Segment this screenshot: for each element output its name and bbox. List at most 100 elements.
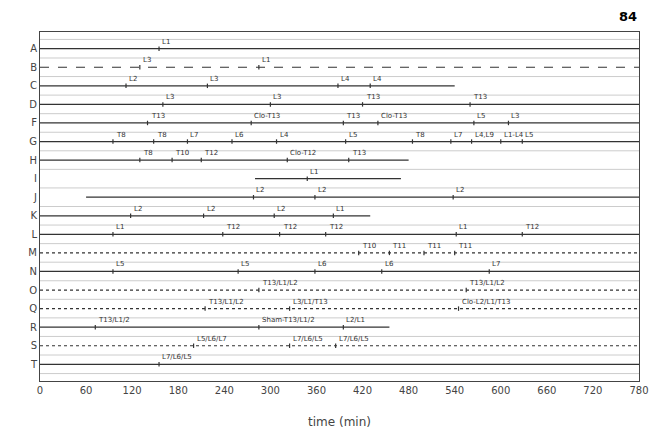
svg-text:L2: L2 <box>318 186 326 194</box>
svg-text:J: J <box>33 192 37 203</box>
svg-text:T12: T12 <box>204 149 218 157</box>
svg-text:L7: L7 <box>454 131 462 139</box>
svg-text:660: 660 <box>537 385 556 396</box>
svg-text:T13/L1/L2: T13/L1/L2 <box>208 298 244 306</box>
svg-text:T12: T12 <box>329 223 343 231</box>
svg-text:0: 0 <box>37 385 43 396</box>
svg-text:L1: L1 <box>116 223 124 231</box>
svg-text:L3: L3 <box>143 56 151 64</box>
svg-text:540: 540 <box>445 385 464 396</box>
svg-text:L: L <box>31 229 37 240</box>
svg-text:780: 780 <box>629 385 648 396</box>
svg-text:L3: L3 <box>511 112 519 120</box>
svg-text:T8: T8 <box>143 149 153 157</box>
svg-text:L2: L2 <box>207 205 215 213</box>
svg-text:L7/L6/L5: L7/L6/L5 <box>293 335 323 343</box>
svg-text:R: R <box>30 322 37 333</box>
svg-text:T12: T12 <box>226 223 240 231</box>
svg-text:I: I <box>34 173 37 184</box>
svg-text:L4: L4 <box>341 75 350 83</box>
svg-text:Q: Q <box>29 303 37 314</box>
svg-text:300: 300 <box>261 385 280 396</box>
svg-text:T: T <box>30 359 38 370</box>
svg-text:L1: L1 <box>162 38 170 46</box>
svg-text:L4,L9: L4,L9 <box>475 131 494 139</box>
svg-text:Sham-T13/L1/2: Sham-T13/L1/2 <box>262 316 315 324</box>
svg-text:T10: T10 <box>175 149 189 157</box>
svg-text:T8: T8 <box>116 131 126 139</box>
svg-text:240: 240 <box>215 385 234 396</box>
svg-text:L5: L5 <box>349 131 357 139</box>
svg-text:L5: L5 <box>525 131 533 139</box>
svg-text:F: F <box>31 117 37 128</box>
svg-text:480: 480 <box>399 385 418 396</box>
svg-text:C: C <box>30 80 37 91</box>
svg-text:L1: L1 <box>310 168 318 176</box>
svg-text:A: A <box>30 43 37 54</box>
svg-text:Clo-T13: Clo-T13 <box>254 112 280 120</box>
svg-text:360: 360 <box>307 385 326 396</box>
svg-text:L3: L3 <box>273 93 281 101</box>
svg-text:B: B <box>30 62 37 73</box>
svg-text:T8: T8 <box>157 131 167 139</box>
svg-text:M: M <box>28 247 37 258</box>
svg-text:T11: T11 <box>458 242 472 250</box>
svg-text:K: K <box>30 210 37 221</box>
svg-text:O: O <box>29 285 37 296</box>
svg-text:T13: T13 <box>346 112 360 120</box>
svg-text:L1: L1 <box>336 205 344 213</box>
svg-text:N: N <box>30 266 37 277</box>
svg-text:L7/L6/L5: L7/L6/L5 <box>162 353 192 361</box>
svg-text:720: 720 <box>583 385 602 396</box>
svg-text:L1-L4: L1-L4 <box>504 131 524 139</box>
svg-text:T10: T10 <box>362 242 376 250</box>
svg-text:L7: L7 <box>190 131 198 139</box>
svg-text:84: 84 <box>619 9 637 24</box>
svg-text:L2: L2 <box>277 205 285 213</box>
svg-text:L3/L1/T13: L3/L1/T13 <box>293 298 328 306</box>
svg-text:L6: L6 <box>385 260 394 268</box>
svg-text:T13/L1/2: T13/L1/2 <box>98 316 130 324</box>
svg-text:S: S <box>31 340 37 351</box>
svg-text:L6: L6 <box>235 131 244 139</box>
svg-text:L1: L1 <box>262 56 270 64</box>
svg-text:L2/L1: L2/L1 <box>346 316 365 324</box>
svg-text:T13: T13 <box>473 93 487 101</box>
svg-text:T13: T13 <box>352 149 366 157</box>
svg-text:L5/L6/L7: L5/L6/L7 <box>197 335 227 343</box>
svg-text:Clo-T13: Clo-T13 <box>381 112 407 120</box>
svg-text:Clo-L2/L1/T13: Clo-L2/L1/T13 <box>462 298 510 306</box>
svg-text:180: 180 <box>169 385 188 396</box>
svg-text:D: D <box>29 99 37 110</box>
svg-text:L2: L2 <box>456 186 464 194</box>
svg-text:Clo-T12: Clo-T12 <box>290 149 316 157</box>
svg-text:L7: L7 <box>492 260 500 268</box>
svg-text:L2: L2 <box>129 75 137 83</box>
svg-text:T13: T13 <box>151 112 165 120</box>
svg-text:T12: T12 <box>283 223 297 231</box>
svg-text:T8: T8 <box>415 131 425 139</box>
svg-text:T13/L1/L2: T13/L1/L2 <box>262 279 298 287</box>
svg-text:H: H <box>29 155 37 166</box>
svg-text:L3: L3 <box>210 75 218 83</box>
svg-text:600: 600 <box>491 385 510 396</box>
svg-text:L7/L6/L5: L7/L6/L5 <box>339 335 369 343</box>
svg-text:T12: T12 <box>525 223 539 231</box>
svg-text:T13: T13 <box>366 93 380 101</box>
svg-text:L2: L2 <box>134 205 142 213</box>
svg-text:T13/L1/L2: T13/L1/L2 <box>469 279 505 287</box>
svg-text:L4: L4 <box>373 75 382 83</box>
svg-text:L4: L4 <box>280 131 289 139</box>
svg-text:L5: L5 <box>116 260 124 268</box>
svg-text:L3: L3 <box>166 93 174 101</box>
svg-text:L6: L6 <box>318 260 327 268</box>
svg-text:T11: T11 <box>427 242 441 250</box>
svg-text:G: G <box>29 136 37 147</box>
svg-text:L1: L1 <box>459 223 467 231</box>
svg-text:60: 60 <box>80 385 93 396</box>
svg-text:time (min): time (min) <box>308 415 371 429</box>
svg-text:T11: T11 <box>392 242 406 250</box>
svg-text:120: 120 <box>123 385 142 396</box>
svg-text:420: 420 <box>353 385 372 396</box>
svg-text:L2: L2 <box>256 186 264 194</box>
